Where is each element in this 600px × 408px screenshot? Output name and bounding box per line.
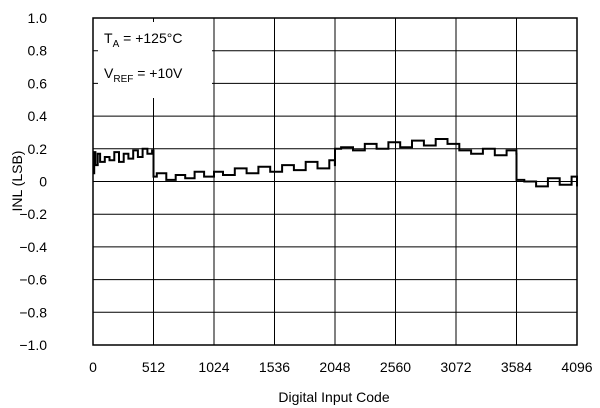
plot-border	[92, 17, 578, 346]
x-tick-label-3: 1536	[259, 359, 290, 375]
x-tick-label-8: 4096	[561, 359, 592, 375]
series-line-inl	[93, 138, 578, 188]
y-tick-labels: 1.0 0.8 0.6 0.4 0.2 0 −0.2 −0.4 −0.6 −0.8 −1.0	[19, 10, 47, 353]
ta-symbol: T	[104, 30, 113, 46]
x-tick-label-4: 2048	[319, 359, 350, 375]
x-axis-title: Digital Input Code	[278, 389, 390, 405]
x-tick-label-1: 512	[142, 359, 166, 375]
annotation-box: TA = +125°C VREF = +10V	[98, 22, 212, 98]
y-tick-label-2: 0.6	[28, 75, 48, 91]
ta-annotation: TA = +125°C	[104, 30, 182, 50]
x-tick-label-7: 3584	[501, 359, 532, 375]
y-tick-label-0: 1.0	[28, 10, 48, 26]
y-tick-label-1: 0.8	[28, 43, 48, 59]
y-tick-label-8: −0.6	[19, 272, 47, 288]
y-tick-label-6: −0.2	[19, 206, 47, 222]
x-tick-labels: 0 512 1024 1536 2048 2560 3072 3584 4096	[89, 359, 593, 375]
vref-value: = +10V	[133, 65, 183, 81]
ta-subscript: A	[113, 39, 120, 50]
x-tick-label-6: 3072	[440, 359, 471, 375]
x-tick-label-0: 0	[89, 359, 97, 375]
y-axis-title: INL (LSB)	[9, 151, 25, 212]
y-tick-label-7: −0.4	[19, 239, 47, 255]
x-tick-label-2: 1024	[198, 359, 229, 375]
y-tick-label-4: 0.2	[28, 141, 48, 157]
vref-subscript: REF	[113, 74, 133, 85]
y-tick-label-10: −1.0	[19, 337, 47, 353]
y-tick-label-9: −0.8	[19, 304, 47, 320]
vref-symbol: V	[104, 65, 114, 81]
vref-annotation: VREF = +10V	[104, 65, 183, 85]
annotation-box-bg	[98, 22, 212, 98]
x-tick-label-5: 2560	[380, 359, 411, 375]
y-tick-label-5: 0	[39, 174, 47, 190]
ta-value: = +125°C	[119, 30, 182, 46]
y-tick-label-3: 0.4	[28, 108, 48, 124]
